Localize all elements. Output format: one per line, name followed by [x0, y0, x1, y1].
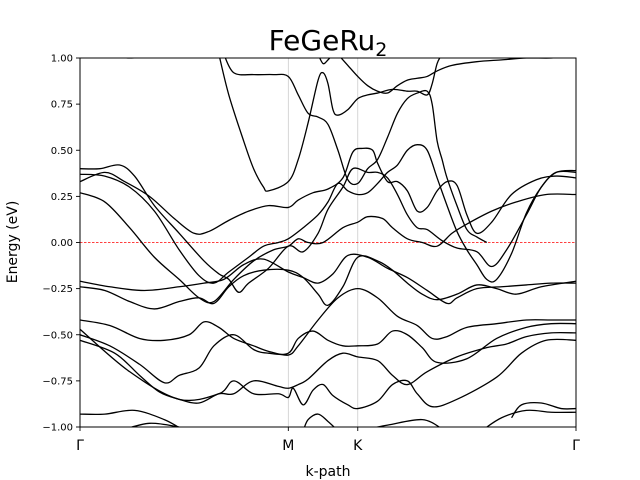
band-line-12 [80, 192, 576, 304]
band-line-18 [319, 58, 331, 65]
band-line-8 [80, 322, 576, 384]
y-tick-label-2: −0.50 [42, 330, 73, 341]
band-line-7 [80, 331, 576, 404]
plot-area: −1.00 −0.75 −0.50 −0.25 0.00 0.25 0.50 0.75 1.00… [42, 54, 580, 455]
band-line-16 [219, 58, 441, 192]
x-tick-label-3: Γ [572, 438, 580, 454]
band-line-0 [80, 409, 180, 427]
chart-title-subscript: 2 [375, 39, 387, 61]
band-line-3 [373, 418, 441, 427]
y-tick-label-0: −1.00 [42, 423, 73, 434]
band-line-10 [80, 255, 576, 310]
chart-title-main: FeGeRu [269, 24, 376, 57]
band-line-6 [80, 328, 576, 410]
band-line-15 [80, 144, 576, 284]
y-tick-label-7: 0.75 [51, 100, 73, 111]
band-line-2 [303, 413, 336, 427]
band-line-17 [224, 58, 488, 244]
y-tick-label-8: 1.00 [51, 54, 73, 65]
band-line-1 [129, 422, 180, 427]
bands-group [80, 58, 576, 427]
y-tick-label-1: −0.75 [42, 376, 73, 387]
band-line-4 [485, 409, 576, 427]
y-tick-label-5: 0.25 [51, 192, 73, 203]
y-axis-title: Energy (eV) [5, 201, 21, 284]
band-line-14 [80, 164, 576, 293]
svg-text:FeGeRu2: FeGeRu2 [269, 24, 388, 61]
band-line-5 [510, 402, 576, 419]
chart-title: FeGeRu2 [269, 24, 388, 61]
band-line-9 [80, 287, 576, 356]
band-line-11 [80, 253, 576, 305]
band-line-13 [80, 147, 576, 235]
x-axis-title: k-path [306, 464, 351, 480]
y-tick-label-4: 0.00 [51, 238, 73, 249]
x-tick-label-0: Γ [76, 438, 84, 454]
x-tick-label-2: K [353, 438, 363, 454]
x-tick-label-1: M [282, 438, 294, 454]
y-tick-label-3: −0.25 [42, 284, 73, 295]
y-tick-label-6: 0.50 [51, 146, 73, 157]
band-line-19 [340, 58, 562, 94]
